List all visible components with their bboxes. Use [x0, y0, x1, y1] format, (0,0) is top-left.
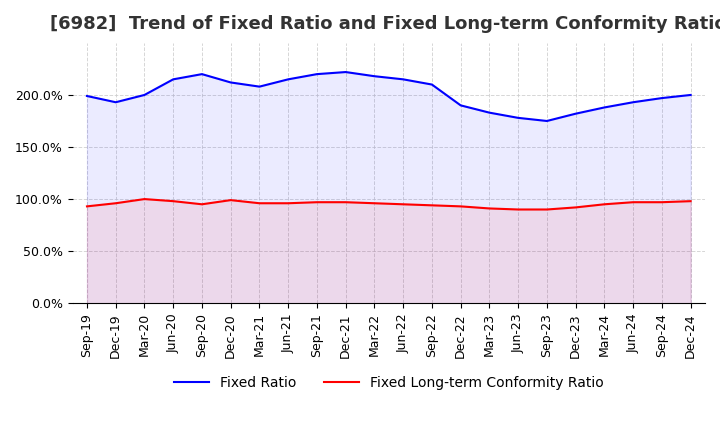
- Fixed Long-term Conformity Ratio: [83, 204, 91, 209]
- Fixed Long-term Conformity Ratio: [226, 198, 235, 203]
- Fixed Long-term Conformity Ratio: [657, 200, 666, 205]
- Fixed Long-term Conformity Ratio: [514, 207, 523, 212]
- Fixed Long-term Conformity Ratio: [312, 200, 321, 205]
- Fixed Ratio: [686, 92, 695, 98]
- Fixed Ratio: [169, 77, 178, 82]
- Legend: Fixed Ratio, Fixed Long-term Conformity Ratio: Fixed Ratio, Fixed Long-term Conformity …: [168, 370, 609, 395]
- Fixed Ratio: [456, 103, 465, 108]
- Fixed Ratio: [657, 95, 666, 101]
- Fixed Long-term Conformity Ratio: [140, 196, 149, 202]
- Fixed Long-term Conformity Ratio: [600, 202, 608, 207]
- Fixed Long-term Conformity Ratio: [399, 202, 408, 207]
- Fixed Long-term Conformity Ratio: [112, 201, 120, 206]
- Fixed Ratio: [112, 99, 120, 105]
- Fixed Long-term Conformity Ratio: [485, 206, 494, 211]
- Fixed Ratio: [140, 92, 149, 98]
- Fixed Ratio: [197, 71, 206, 77]
- Fixed Long-term Conformity Ratio: [543, 207, 552, 212]
- Fixed Long-term Conformity Ratio: [428, 203, 436, 208]
- Fixed Ratio: [341, 70, 350, 75]
- Fixed Ratio: [83, 93, 91, 99]
- Fixed Ratio: [485, 110, 494, 115]
- Fixed Ratio: [255, 84, 264, 89]
- Fixed Long-term Conformity Ratio: [197, 202, 206, 207]
- Title: [6982]  Trend of Fixed Ratio and Fixed Long-term Conformity Ratio: [6982] Trend of Fixed Ratio and Fixed Lo…: [50, 15, 720, 33]
- Fixed Long-term Conformity Ratio: [169, 198, 178, 204]
- Fixed Ratio: [629, 99, 637, 105]
- Fixed Ratio: [226, 80, 235, 85]
- Fixed Ratio: [514, 115, 523, 121]
- Fixed Ratio: [370, 73, 379, 79]
- Fixed Long-term Conformity Ratio: [456, 204, 465, 209]
- Fixed Long-term Conformity Ratio: [255, 201, 264, 206]
- Fixed Ratio: [428, 82, 436, 87]
- Fixed Long-term Conformity Ratio: [370, 201, 379, 206]
- Fixed Ratio: [312, 71, 321, 77]
- Fixed Long-term Conformity Ratio: [572, 205, 580, 210]
- Fixed Long-term Conformity Ratio: [686, 198, 695, 204]
- Fixed Ratio: [284, 77, 292, 82]
- Fixed Long-term Conformity Ratio: [629, 200, 637, 205]
- Line: Fixed Long-term Conformity Ratio: Fixed Long-term Conformity Ratio: [87, 199, 690, 209]
- Fixed Long-term Conformity Ratio: [284, 201, 292, 206]
- Line: Fixed Ratio: Fixed Ratio: [87, 72, 690, 121]
- Fixed Ratio: [600, 105, 608, 110]
- Fixed Ratio: [399, 77, 408, 82]
- Fixed Ratio: [572, 111, 580, 116]
- Fixed Ratio: [543, 118, 552, 124]
- Fixed Long-term Conformity Ratio: [341, 200, 350, 205]
